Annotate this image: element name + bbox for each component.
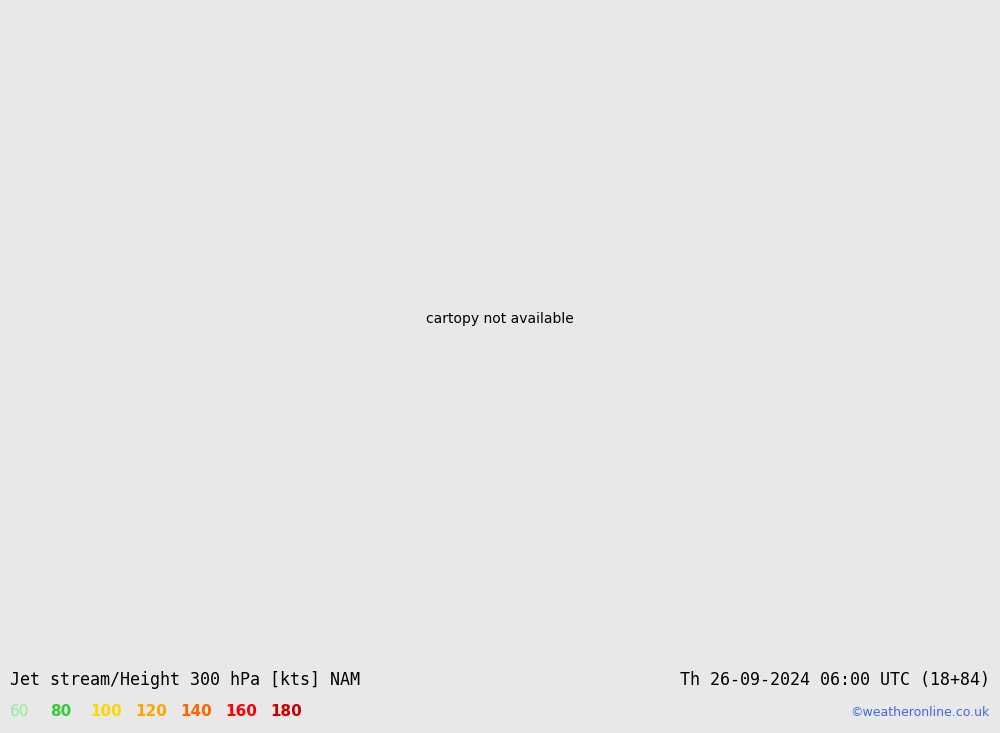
Text: 80: 80 bbox=[50, 704, 71, 718]
Text: ©weatheronline.co.uk: ©weatheronline.co.uk bbox=[851, 706, 990, 718]
Text: 180: 180 bbox=[270, 704, 302, 718]
Text: 100: 100 bbox=[90, 704, 122, 718]
Text: Th 26-09-2024 06:00 UTC (18+84): Th 26-09-2024 06:00 UTC (18+84) bbox=[680, 671, 990, 689]
Text: cartopy not available: cartopy not available bbox=[426, 312, 574, 326]
Text: 160: 160 bbox=[225, 704, 257, 718]
Text: 120: 120 bbox=[135, 704, 167, 718]
Text: Jet stream/Height 300 hPa [kts] NAM: Jet stream/Height 300 hPa [kts] NAM bbox=[10, 671, 360, 689]
Text: 140: 140 bbox=[180, 704, 212, 718]
Text: 60: 60 bbox=[10, 704, 29, 718]
